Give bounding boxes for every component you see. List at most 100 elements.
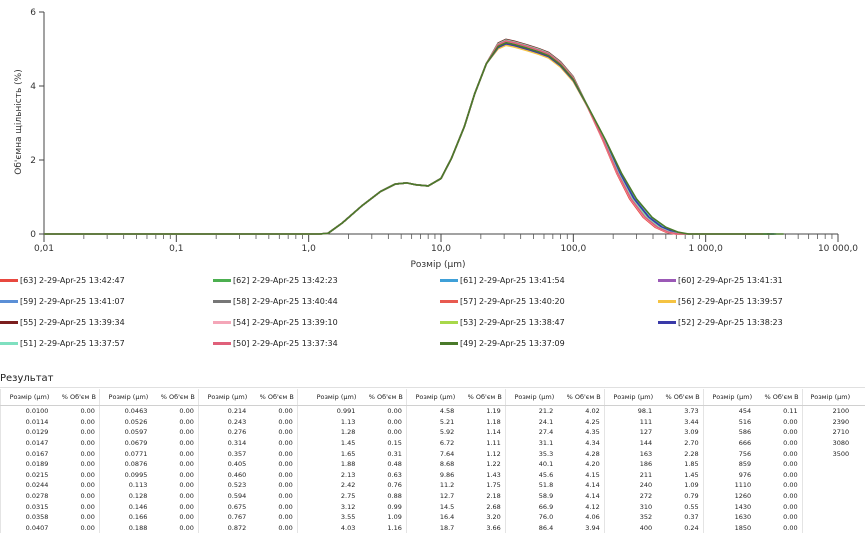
size-cell: 35.3 xyxy=(504,448,558,459)
volume-cell: 0.00 xyxy=(80,523,95,532)
volume-cell: 0.00 xyxy=(179,502,194,511)
size-cell: 40.1 xyxy=(504,458,558,470)
volume-cell: 0.00 xyxy=(278,481,293,490)
table-row: 0.0114 0.00 0.0526 0.00 0.243 0.00 1.13 0.00 5.2… xyxy=(0,416,865,428)
volume-cell: 2.70 xyxy=(684,439,699,448)
x-tick-label: 10 000,0 xyxy=(818,244,858,254)
size-cell: 400 xyxy=(603,522,657,534)
volume-cell: 0.00 xyxy=(179,407,194,416)
volume-cell: 4.14 xyxy=(585,492,600,501)
volume-cell: 1.18 xyxy=(486,417,501,426)
size-cell: 1.65 xyxy=(296,448,360,459)
volume-cell: 0.00 xyxy=(278,439,293,448)
size-cell: 11.2 xyxy=(405,480,459,491)
table-row: 0.0100 0.00 0.0463 0.00 0.214 0.00 0.991 0.00 4.… xyxy=(0,405,865,417)
header-size: Розмір (µm) xyxy=(98,389,152,406)
volume-cell: 1.22 xyxy=(486,460,501,469)
legend-item: [54] 2-29-Apr-25 13:39:10 xyxy=(213,315,338,329)
volume-cell: 0.00 xyxy=(387,428,402,437)
legend-label: [57] 2-29-Apr-25 13:40:20 xyxy=(460,296,565,306)
size-cell: 0.0315 xyxy=(0,501,53,512)
volume-cell: 1.75 xyxy=(486,481,501,490)
legend-label: [58] 2-29-Apr-25 13:40:44 xyxy=(233,296,338,306)
volume-cell: 0.15 xyxy=(387,439,402,448)
series-line-5 xyxy=(44,40,767,235)
volume-cell: 0.00 xyxy=(278,407,293,416)
legend-label: [56] 2-29-Apr-25 13:39:57 xyxy=(678,296,783,306)
series-line-8 xyxy=(44,38,769,235)
volume-cell: 0.00 xyxy=(783,449,798,458)
size-cell: 144 xyxy=(603,437,657,449)
size-cell: 0.460 xyxy=(197,469,251,481)
size-cell: 0.113 xyxy=(98,480,152,491)
size-cell: 2390 xyxy=(801,416,854,428)
size-cell: 1.28 xyxy=(296,427,360,438)
volume-cell: 0.00 xyxy=(783,513,798,522)
size-cell: 0.767 xyxy=(197,511,251,523)
size-cell: 3080 xyxy=(801,437,854,449)
size-cell: 2710 xyxy=(801,427,854,438)
legend-item: [62] 2-29-Apr-25 13:42:23 xyxy=(213,273,338,287)
results-title: Результат xyxy=(0,373,865,388)
legend-label: [59] 2-29-Apr-25 13:41:07 xyxy=(20,296,125,306)
legend-item: [52] 2-29-Apr-25 13:38:23 xyxy=(658,315,783,329)
legend-item: [61] 2-29-Apr-25 13:41:54 xyxy=(440,273,565,287)
size-cell: 0.128 xyxy=(98,490,152,502)
size-cell: 0.357 xyxy=(197,448,251,459)
volume-cell: 0.00 xyxy=(80,439,95,448)
size-cell: 5.92 xyxy=(405,427,459,438)
size-cell: 2.13 xyxy=(296,469,360,481)
volume-cell: 1.16 xyxy=(387,523,402,532)
table-row: 0.0244 0.00 0.113 0.00 0.523 0.00 2.42 0.76 11.2… xyxy=(0,480,865,491)
size-cell: 0.0526 xyxy=(98,416,152,428)
legend-label: [52] 2-29-Apr-25 13:38:23 xyxy=(678,317,783,327)
size-cell: 1260 xyxy=(702,490,756,502)
size-cell xyxy=(801,469,854,481)
table-row: 0.0147 0.00 0.0679 0.00 0.314 0.00 1.45 0.15 6.7… xyxy=(0,437,865,449)
volume-cell xyxy=(853,512,865,523)
volume-cell: 0.00 xyxy=(278,492,293,501)
volume-cell xyxy=(853,501,865,512)
table-row: 0.0278 0.00 0.128 0.00 0.594 0.00 2.75 0.88 12.7… xyxy=(0,490,865,502)
size-cell: 1.13 xyxy=(296,416,360,428)
volume-cell xyxy=(853,523,865,534)
legend-label: [55] 2-29-Apr-25 13:39:34 xyxy=(20,317,125,327)
volume-cell: 4.06 xyxy=(585,513,600,522)
volume-cell: 0.88 xyxy=(387,492,402,501)
volume-cell xyxy=(853,448,865,459)
volume-cell: 0.00 xyxy=(783,492,798,501)
volume-cell: 4.28 xyxy=(585,449,600,458)
volume-cell: 3.20 xyxy=(486,513,501,522)
size-cell: 8.68 xyxy=(405,458,459,470)
volume-cell: 0.99 xyxy=(387,502,402,511)
header-size: Розмір (µm) xyxy=(197,389,251,406)
size-cell: 6.72 xyxy=(405,437,459,449)
series-line-1 xyxy=(44,42,769,235)
size-cell: 0.0189 xyxy=(0,458,53,470)
size-cell: 3500 xyxy=(801,448,854,459)
volume-cell: 3.73 xyxy=(684,407,699,416)
table-row: 0.0358 0.00 0.166 0.00 0.767 0.00 3.55 1.09 16.4… xyxy=(0,511,865,523)
size-cell: 0.0407 xyxy=(0,522,53,534)
chart-legend: [63] 2-29-Apr-25 13:42:47 [62] 2-29-Apr-2… xyxy=(0,270,865,352)
y-tick-label: 6 xyxy=(30,8,36,18)
volume-cell: 0.31 xyxy=(387,449,402,458)
series-line-4 xyxy=(44,41,773,235)
y-tick-label: 2 xyxy=(30,156,36,166)
series-line-3 xyxy=(44,39,766,235)
volume-cell: 0.00 xyxy=(278,428,293,437)
x-tick-label: 0,1 xyxy=(169,244,183,254)
volume-cell: 1.85 xyxy=(684,460,699,469)
size-cell: 0.314 xyxy=(197,437,251,449)
header-volume: % Об'єм В xyxy=(52,389,100,406)
x-tick-label: 0,01 xyxy=(34,244,54,254)
volume-cell xyxy=(853,470,865,481)
size-cell: 0.523 xyxy=(197,480,251,491)
size-cell: 45.6 xyxy=(504,469,558,481)
size-cell: 666 xyxy=(702,437,756,449)
results-table-wrap: Розмір (µm)% Об'єм В Розмір (µm)% Об'єм В… xyxy=(0,389,865,559)
legend-item: [56] 2-29-Apr-25 13:39:57 xyxy=(658,294,783,308)
size-cell: 2.75 xyxy=(296,490,360,502)
volume-cell: 1.45 xyxy=(684,470,699,479)
volume-cell: 0.00 xyxy=(80,502,95,511)
